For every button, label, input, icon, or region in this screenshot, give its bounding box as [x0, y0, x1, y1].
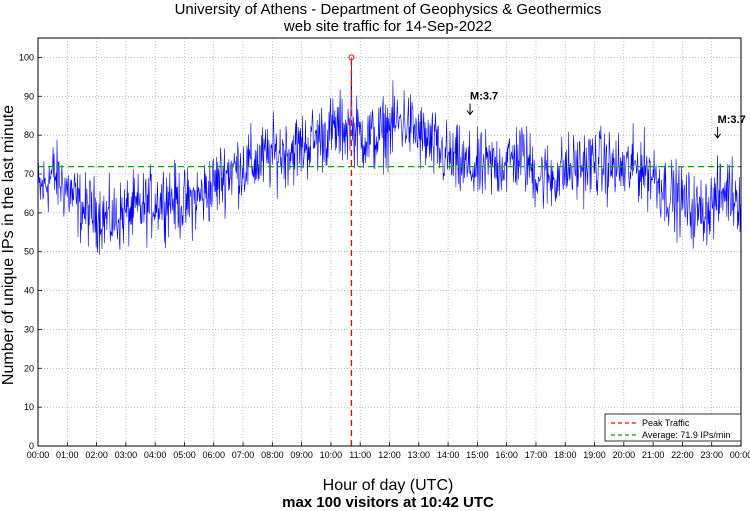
y-tick-label: 50 — [24, 247, 34, 257]
x-tick-label: 01:00 — [56, 450, 79, 460]
y-tick-label: 0 — [29, 441, 34, 451]
x-tick-label: 21:00 — [642, 450, 665, 460]
x-tick-label: 16:00 — [495, 450, 518, 460]
legend-box — [604, 413, 742, 442]
legend: Peak Traffic Average: 71.9 IPs/min — [604, 413, 742, 442]
series — [37, 54, 742, 446]
annotations: M:3.7 M:3.7 — [466, 91, 746, 139]
y-tick-label: 10 — [24, 402, 34, 412]
y-tick-label: 100 — [19, 52, 34, 62]
chart-footer: max 100 visitors at 10:42 UTC — [282, 494, 494, 511]
chart-title: University of Athens - Department of Geo… — [175, 1, 602, 18]
y-tick-label: 90 — [24, 91, 34, 101]
annotation-arrow-head — [714, 133, 721, 139]
x-tick-label: 03:00 — [115, 450, 138, 460]
x-tick-label: 19:00 — [583, 450, 606, 460]
x-tick-label: 00:00 — [27, 450, 50, 460]
axis-ticks: 00:00 01:00 02:00 03:00 04:00 05:00 06:00 07:00… — [19, 52, 750, 460]
traffic-series-line — [37, 57, 742, 255]
x-tick-label: 22:00 — [671, 450, 694, 460]
x-tick-label: 17:00 — [525, 450, 548, 460]
x-tick-label: 23:00 — [700, 450, 723, 460]
x-axis-label: Hour of day (UTC) — [323, 477, 454, 494]
x-tick-label: 11:00 — [349, 450, 371, 460]
y-tick-label: 70 — [24, 169, 34, 179]
y-tick-label: 60 — [24, 208, 34, 218]
x-tick-label: 05:00 — [173, 450, 196, 460]
x-tick-label: 12:00 — [378, 450, 401, 460]
x-tick-label: 09:00 — [290, 450, 313, 460]
x-tick-label: 13:00 — [408, 450, 431, 460]
y-tick-label: 20 — [24, 363, 34, 373]
grid — [37, 38, 742, 447]
x-tick-label: 00:00 — [730, 450, 750, 460]
x-tick-label: 14:00 — [437, 450, 460, 460]
y-axis-label: Number of unique IPs in the last minute — [0, 105, 17, 385]
x-tick-label: 07:00 — [232, 450, 255, 460]
chart-subtitle: web site traffic for 14-Sep-2022 — [283, 18, 492, 35]
legend-average-label: Average: 71.9 IPs/min — [642, 430, 730, 440]
earthquake-annotation: M:3.7 — [470, 91, 498, 103]
x-tick-label: 10:00 — [320, 450, 343, 460]
y-tick-label: 30 — [24, 324, 34, 334]
x-tick-label: 18:00 — [554, 450, 577, 460]
y-tick-label: 40 — [24, 286, 34, 296]
y-tick-label: 80 — [24, 130, 34, 140]
earthquake-annotation: M:3.7 — [718, 114, 746, 126]
x-tick-label: 15:00 — [466, 450, 489, 460]
x-tick-label: 08:00 — [261, 450, 284, 460]
x-tick-label: 20:00 — [613, 450, 636, 460]
legend-peak-label: Peak Traffic — [642, 418, 690, 428]
x-tick-label: 06:00 — [202, 450, 225, 460]
peak-marker — [348, 54, 355, 61]
annotation-arrow-head — [466, 110, 474, 116]
x-tick-label: 04:00 — [144, 450, 167, 460]
x-tick-label: 02:00 — [85, 450, 108, 460]
